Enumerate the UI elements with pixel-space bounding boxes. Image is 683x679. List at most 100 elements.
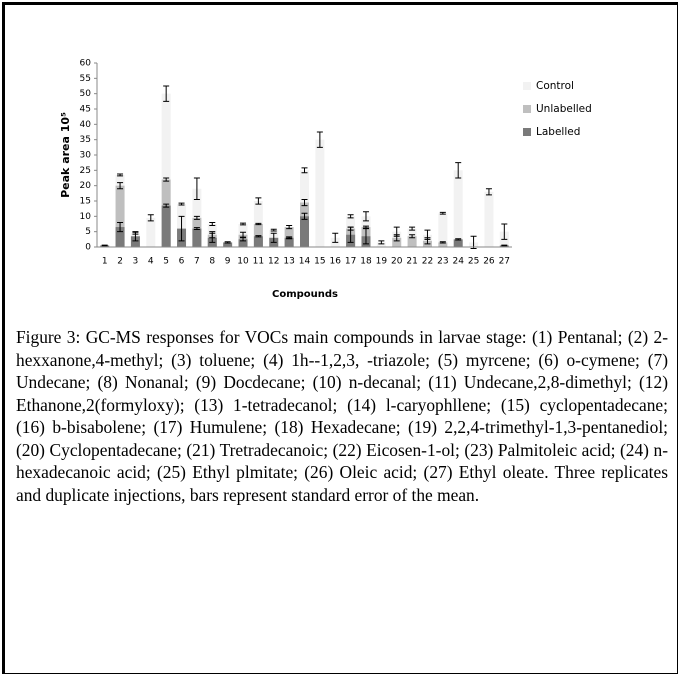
x-tick-label: 4 (148, 257, 154, 267)
error-bar (193, 177, 200, 200)
bar (161, 93, 171, 248)
y-tick-label: 60 (80, 59, 92, 69)
bar (484, 191, 494, 247)
y-tick-label: 40 (80, 120, 92, 130)
x-tick-label: 12 (268, 257, 279, 267)
error-bar (501, 223, 508, 240)
error-bar (101, 244, 108, 247)
bar (115, 185, 125, 247)
y-tick-label: 20 (80, 181, 92, 191)
error-bar (193, 215, 200, 220)
x-tick-label: 10 (237, 257, 249, 267)
x-tick-label: 20 (391, 257, 403, 267)
error-bar (132, 231, 139, 242)
y-tick-label: 45 (80, 105, 91, 115)
error-bar (424, 237, 431, 245)
bar (284, 237, 294, 247)
error-bar (255, 197, 262, 205)
legend-swatch (523, 82, 531, 90)
y-tick-label: 5 (85, 227, 91, 237)
legend-label: Unlabelled (536, 103, 592, 115)
bar (300, 216, 309, 247)
bar (115, 227, 125, 247)
x-axis-label: Compounds (272, 289, 338, 300)
error-bar (224, 241, 231, 244)
y-tick-label: 25 (80, 166, 91, 176)
error-bar (362, 228, 369, 245)
x-tick-label: 15 (314, 257, 325, 267)
error-bar (255, 222, 262, 226)
error-bar (409, 226, 416, 231)
x-tick-label: 22 (422, 257, 433, 267)
error-bar (286, 225, 293, 230)
legend-swatch (523, 128, 531, 136)
legend-label: Labelled (536, 126, 580, 138)
x-tick-label: 26 (483, 257, 495, 267)
x-tick-label: 5 (163, 257, 169, 267)
y-tick-label: 30 (80, 151, 92, 161)
bar (438, 242, 448, 247)
bar (146, 217, 156, 247)
error-bar (455, 238, 462, 241)
error-bar (470, 235, 477, 250)
figure-frame (2, 2, 678, 674)
x-tick-label: 18 (360, 257, 372, 267)
x-tick-label: 3 (133, 257, 139, 267)
error-bar (117, 221, 124, 233)
x-tick-label: 27 (499, 257, 510, 267)
bar (392, 237, 402, 247)
bar (238, 239, 248, 247)
error-bar (240, 237, 247, 242)
error-bar (301, 198, 308, 207)
y-tick-label: 15 (80, 197, 91, 207)
bar (376, 242, 386, 247)
error-bar (286, 236, 293, 239)
error-bar (147, 214, 154, 222)
x-tick-label: 24 (452, 257, 464, 267)
error-bar (240, 231, 247, 238)
error-bar (409, 234, 416, 239)
error-bar (316, 131, 323, 148)
x-tick-label: 8 (209, 257, 215, 267)
error-bar (347, 226, 354, 243)
bar (453, 239, 463, 247)
x-tick-label: 14 (299, 257, 311, 267)
error-bar (163, 177, 170, 182)
chart: Peak area 10⁵ Compounds 0510152025303540… (59, 59, 592, 301)
legend-label: Control (536, 80, 574, 92)
error-bar (240, 222, 247, 226)
error-bar (209, 232, 216, 243)
x-tick-label: 6 (179, 257, 185, 267)
error-bar (163, 85, 170, 102)
x-tick-label: 9 (225, 257, 231, 267)
error-bar (255, 235, 262, 238)
x-tick-label: 25 (468, 257, 479, 267)
error-bar (117, 182, 124, 190)
caption: Figure 3: GC-MS responses for VOCs main … (16, 327, 668, 505)
error-bar (393, 234, 400, 242)
y-tick-label: 55 (80, 74, 91, 84)
error-bar (178, 202, 185, 206)
bar (253, 236, 263, 247)
x-tick-label: 11 (253, 257, 264, 267)
y-tick-label: 0 (85, 243, 91, 253)
error-bar (439, 211, 446, 215)
x-tick-label: 13 (283, 257, 294, 267)
x-tick-label: 16 (330, 257, 342, 267)
error-bar (301, 212, 308, 220)
x-tick-label: 7 (194, 257, 200, 267)
bar (453, 170, 463, 247)
error-bar (485, 188, 492, 196)
error-bar (362, 225, 369, 229)
bar (438, 213, 448, 247)
x-tick-label: 17 (345, 257, 356, 267)
bar (315, 139, 325, 247)
x-tick-label: 1 (102, 257, 108, 267)
error-bar (501, 244, 508, 247)
error-bar (455, 162, 462, 179)
error-bar (301, 167, 308, 174)
error-bar (332, 232, 339, 243)
error-bar (193, 227, 200, 231)
x-tick-label: 21 (406, 257, 417, 267)
bar (223, 242, 233, 247)
